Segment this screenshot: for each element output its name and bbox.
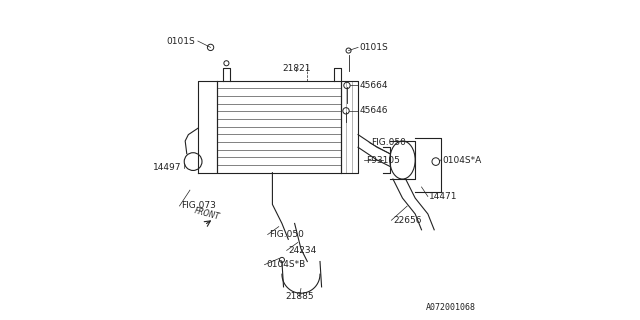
Text: 0101S: 0101S [166,36,195,45]
Text: 22656: 22656 [393,216,422,225]
Text: 0101S: 0101S [360,43,388,52]
Text: 45646: 45646 [360,106,388,115]
Text: A072001068: A072001068 [426,303,476,312]
Text: FRONT: FRONT [194,206,221,222]
Text: FIG.050: FIG.050 [269,230,304,239]
Text: 45664: 45664 [360,81,388,90]
Text: FIG.073: FIG.073 [181,202,216,211]
Text: F93105: F93105 [366,156,400,164]
Text: 14471: 14471 [429,192,458,201]
Text: 24234: 24234 [288,246,317,255]
Text: 21885: 21885 [285,292,314,301]
Text: 21821: 21821 [282,63,310,73]
Text: 0104S*B: 0104S*B [266,260,305,269]
Text: FIG.050: FIG.050 [371,138,406,147]
Text: 0104S*A: 0104S*A [442,156,481,164]
Text: 14497: 14497 [152,164,181,172]
